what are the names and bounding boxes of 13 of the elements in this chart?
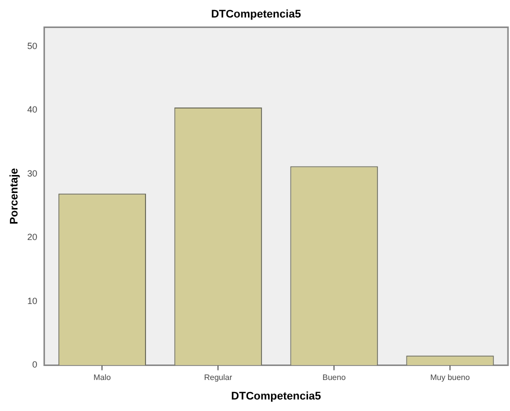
x-tick-label: Bueno [322,373,346,382]
y-tick-label: 20 [27,232,38,242]
chart-title: DTCompetencia5 [211,8,301,21]
y-tick-label: 10 [27,296,38,306]
x-axis-title: DTCompetencia5 [231,390,322,402]
x-tick-label: Muy bueno [430,373,470,382]
y-axis-title: Porcentaje [8,168,21,224]
x-tick-label: Malo [94,373,112,382]
y-tick-label: 0 [32,360,38,370]
y-tick-label: 30 [27,168,38,178]
x-tick-label: Regular [204,373,232,382]
y-tick-label: 50 [27,40,38,51]
y-tick-label: 40 [27,104,38,115]
